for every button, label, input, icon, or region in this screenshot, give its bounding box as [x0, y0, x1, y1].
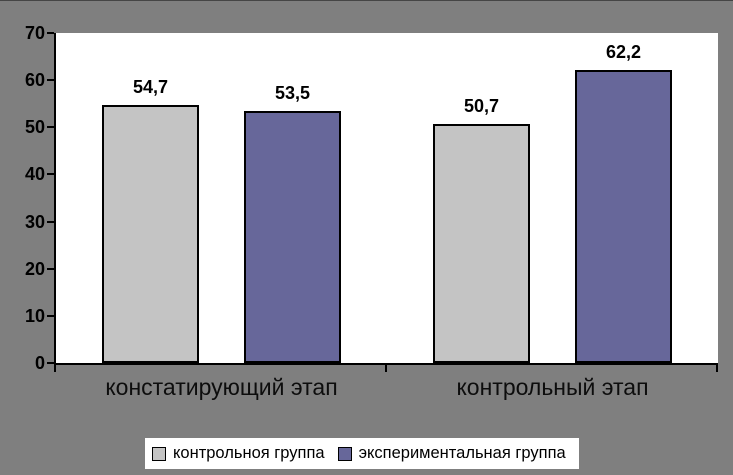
y-axis-tick: [47, 314, 54, 317]
y-axis-tick: [47, 220, 54, 223]
y-axis-label: 10: [24, 305, 45, 326]
bar-value-label: 62,2: [605, 41, 642, 62]
y-axis-label: 60: [24, 70, 45, 91]
x-axis-tick: [385, 363, 387, 372]
y-axis-tick: [47, 126, 54, 129]
y-axis-label: 70: [24, 23, 45, 43]
bar-value-label: 54,7: [132, 77, 169, 98]
y-axis-tick: [47, 32, 54, 34]
bar-control-1: [102, 105, 199, 363]
legend-swatch-icon: [152, 446, 166, 461]
legend-swatch-icon: [337, 446, 352, 461]
legend-label: контрольноя группа: [173, 444, 325, 462]
legend-label: экспериментальная группа: [358, 444, 566, 462]
y-axis-label: 50: [24, 117, 45, 138]
y-axis-tick: [47, 267, 54, 270]
bar-control-2: [433, 123, 530, 363]
y-axis-tick: [47, 173, 54, 176]
y-axis-tick: [47, 362, 54, 364]
x-axis-tick: [716, 363, 718, 372]
category-label: констатирующий этап: [105, 374, 338, 400]
bar-experimental-1: [244, 110, 341, 363]
bar-experimental-2: [575, 69, 672, 363]
y-axis-label: 0: [34, 353, 45, 373]
y-axis-tick: [47, 79, 54, 82]
legend-item-control: контрольноя группа: [152, 444, 325, 463]
legend-item-experimental: экспериментальная группа: [337, 444, 566, 463]
y-axis-line: [54, 33, 56, 365]
category-label: контрольный этап: [456, 374, 649, 400]
x-axis-tick: [54, 363, 56, 372]
bar-value-label: 53,5: [274, 82, 311, 103]
y-axis-label: 30: [24, 211, 45, 232]
bar-value-label: 50,7: [463, 95, 500, 116]
legend: контрольноя группа экспериментальная груп…: [145, 438, 579, 469]
y-axis-label: 20: [24, 258, 45, 279]
y-axis-label: 40: [24, 164, 45, 185]
